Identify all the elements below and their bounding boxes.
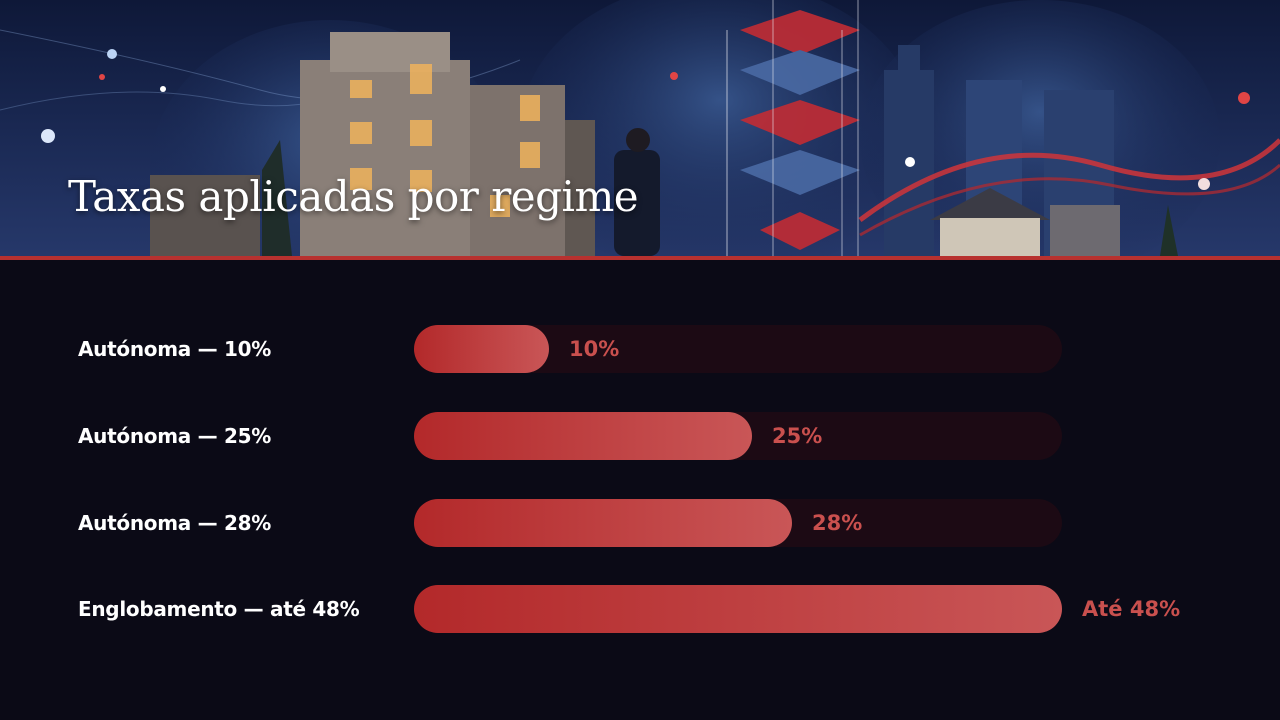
- bar-value-label: 25%: [772, 424, 823, 448]
- bar: [414, 412, 752, 460]
- bar-value-label: 28%: [812, 511, 863, 535]
- bar-chart: Autónoma — 10% 10% Autónoma — 25% 25% Autóno…: [0, 260, 1280, 720]
- bar-category-label: Autónoma — 10%: [78, 337, 271, 361]
- bar: [414, 585, 1062, 633]
- header-divider: [0, 256, 1280, 260]
- city-illustration: [0, 0, 1280, 256]
- bar-row: Autónoma — 25% 25%: [0, 411, 1280, 461]
- bar-category-label: Autónoma — 25%: [78, 424, 271, 448]
- bar-category-label: Englobamento — até 48%: [78, 597, 360, 621]
- bar-category-label: Autónoma — 28%: [78, 511, 271, 535]
- bar: [414, 325, 549, 373]
- bar-row: Englobamento — até 48% Até 48%: [0, 584, 1280, 634]
- hero-banner: Taxas aplicadas por regime: [0, 0, 1280, 256]
- page-title: Taxas aplicadas por regime: [68, 172, 639, 221]
- bar-value-label: 10%: [569, 337, 620, 361]
- bar: [414, 499, 792, 547]
- bar-value-label: Até 48%: [1082, 597, 1181, 621]
- bar-row: Autónoma — 10% 10%: [0, 324, 1280, 374]
- bar-row: Autónoma — 28% 28%: [0, 498, 1280, 548]
